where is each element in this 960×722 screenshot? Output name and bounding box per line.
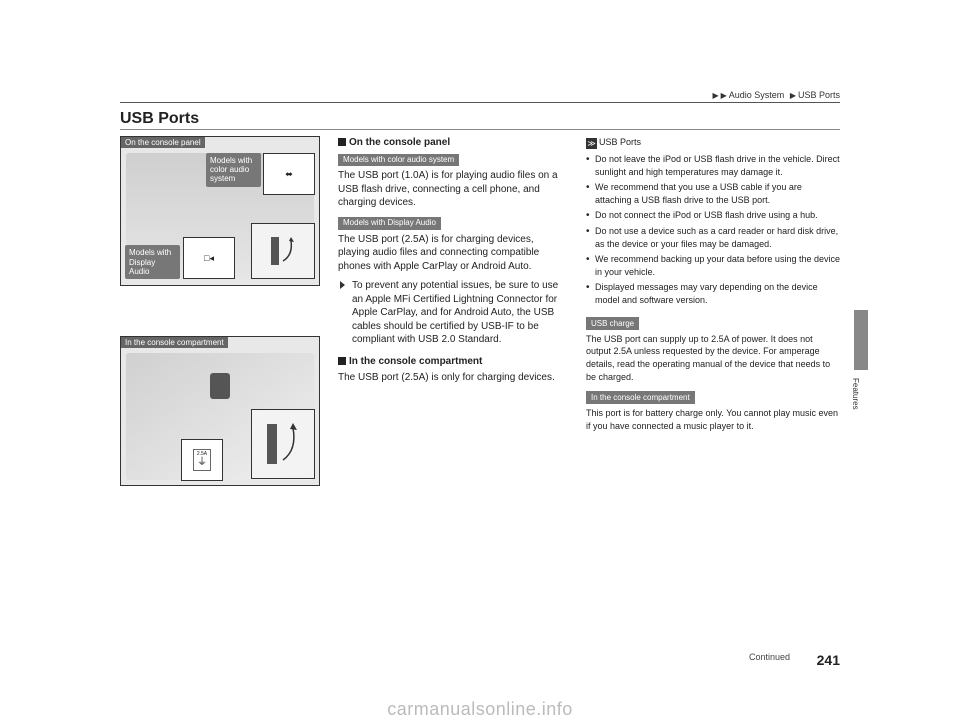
divider [120, 129, 840, 130]
figure-console-panel: On the console panel Models with color a… [120, 136, 320, 286]
usb-detail-callout [251, 409, 315, 479]
note-text: The USB port can supply up to 2.5A of po… [586, 333, 840, 383]
page-number: 241 [817, 652, 840, 668]
usb-detail-callout [251, 223, 315, 279]
list-item: Do not connect the iPod or USB flash dri… [586, 209, 840, 222]
list-item: We recommend backing up your data before… [586, 253, 840, 278]
subheading: In the console compartment [338, 355, 568, 369]
figure-console-compartment: In the console compartment 2.5A ⏚ [120, 336, 320, 486]
list-item: Do not use a device such as a card reade… [586, 225, 840, 250]
note-tag: USB charge [586, 317, 639, 330]
usb-icon: □◂ [204, 253, 214, 264]
figure-caption: On the console panel [121, 137, 205, 148]
notes-column: ≫USB Ports Do not leave the iPod or USB … [586, 136, 840, 440]
note-tag: In the console compartment [586, 391, 695, 404]
subheading: On the console panel [338, 136, 568, 150]
note-list: Do not leave the iPod or USB flash drive… [586, 153, 840, 307]
variant-tag: Models with color audio system [338, 154, 459, 167]
figures-column: On the console panel Models with color a… [120, 136, 320, 486]
body-text: The USB port (1.0A) is for playing audio… [338, 169, 568, 210]
body-column: On the console panel Models with color a… [338, 136, 568, 391]
list-item: Do not leave the iPod or USB flash drive… [586, 153, 840, 178]
page-title: USB Ports [120, 110, 199, 128]
breadcrumb: ▶▶Audio System ▶USB Ports [712, 90, 840, 100]
bullet-item: To prevent any potential issues, be sure… [338, 279, 568, 347]
figure-caption: In the console compartment [121, 337, 228, 348]
usb-icon-callout: ⬌ [263, 153, 315, 195]
list-item: We recommend that you use a USB cable if… [586, 181, 840, 206]
watermark: carmanualsonline.info [387, 699, 573, 720]
triangle-icon [340, 281, 345, 289]
usb-icon-callout: □◂ [183, 237, 235, 279]
variant-tag: Models with Display Audio [338, 217, 441, 230]
divider [120, 102, 840, 103]
figure-tag: Models with Display Audio [125, 245, 180, 279]
list-item: Displayed messages may vary depending on… [586, 281, 840, 306]
figure-tag: Models with color audio system [206, 153, 261, 187]
side-tab [854, 310, 868, 370]
usb-icon: ⬌ [285, 169, 293, 180]
continued-label: Continued [749, 652, 790, 662]
side-label: Features [851, 378, 860, 410]
note-heading: ≫USB Ports [586, 136, 840, 149]
usb-icon-callout: 2.5A ⏚ [181, 439, 223, 481]
body-text: The USB port (2.5A) is for charging devi… [338, 233, 568, 274]
body-text: The USB port (2.5A) is only for charging… [338, 371, 568, 385]
note-text: This port is for battery charge only. Yo… [586, 407, 840, 432]
